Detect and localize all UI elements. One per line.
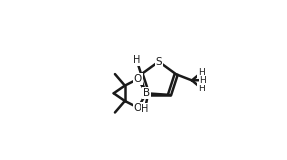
Text: B: B <box>143 88 150 98</box>
Text: H: H <box>141 104 149 114</box>
Text: O: O <box>134 74 142 84</box>
Text: S: S <box>155 57 162 67</box>
Text: H: H <box>133 55 140 65</box>
Text: O: O <box>134 103 142 113</box>
Text: H: H <box>198 84 205 93</box>
Text: H: H <box>199 76 206 85</box>
Text: H: H <box>198 68 205 77</box>
